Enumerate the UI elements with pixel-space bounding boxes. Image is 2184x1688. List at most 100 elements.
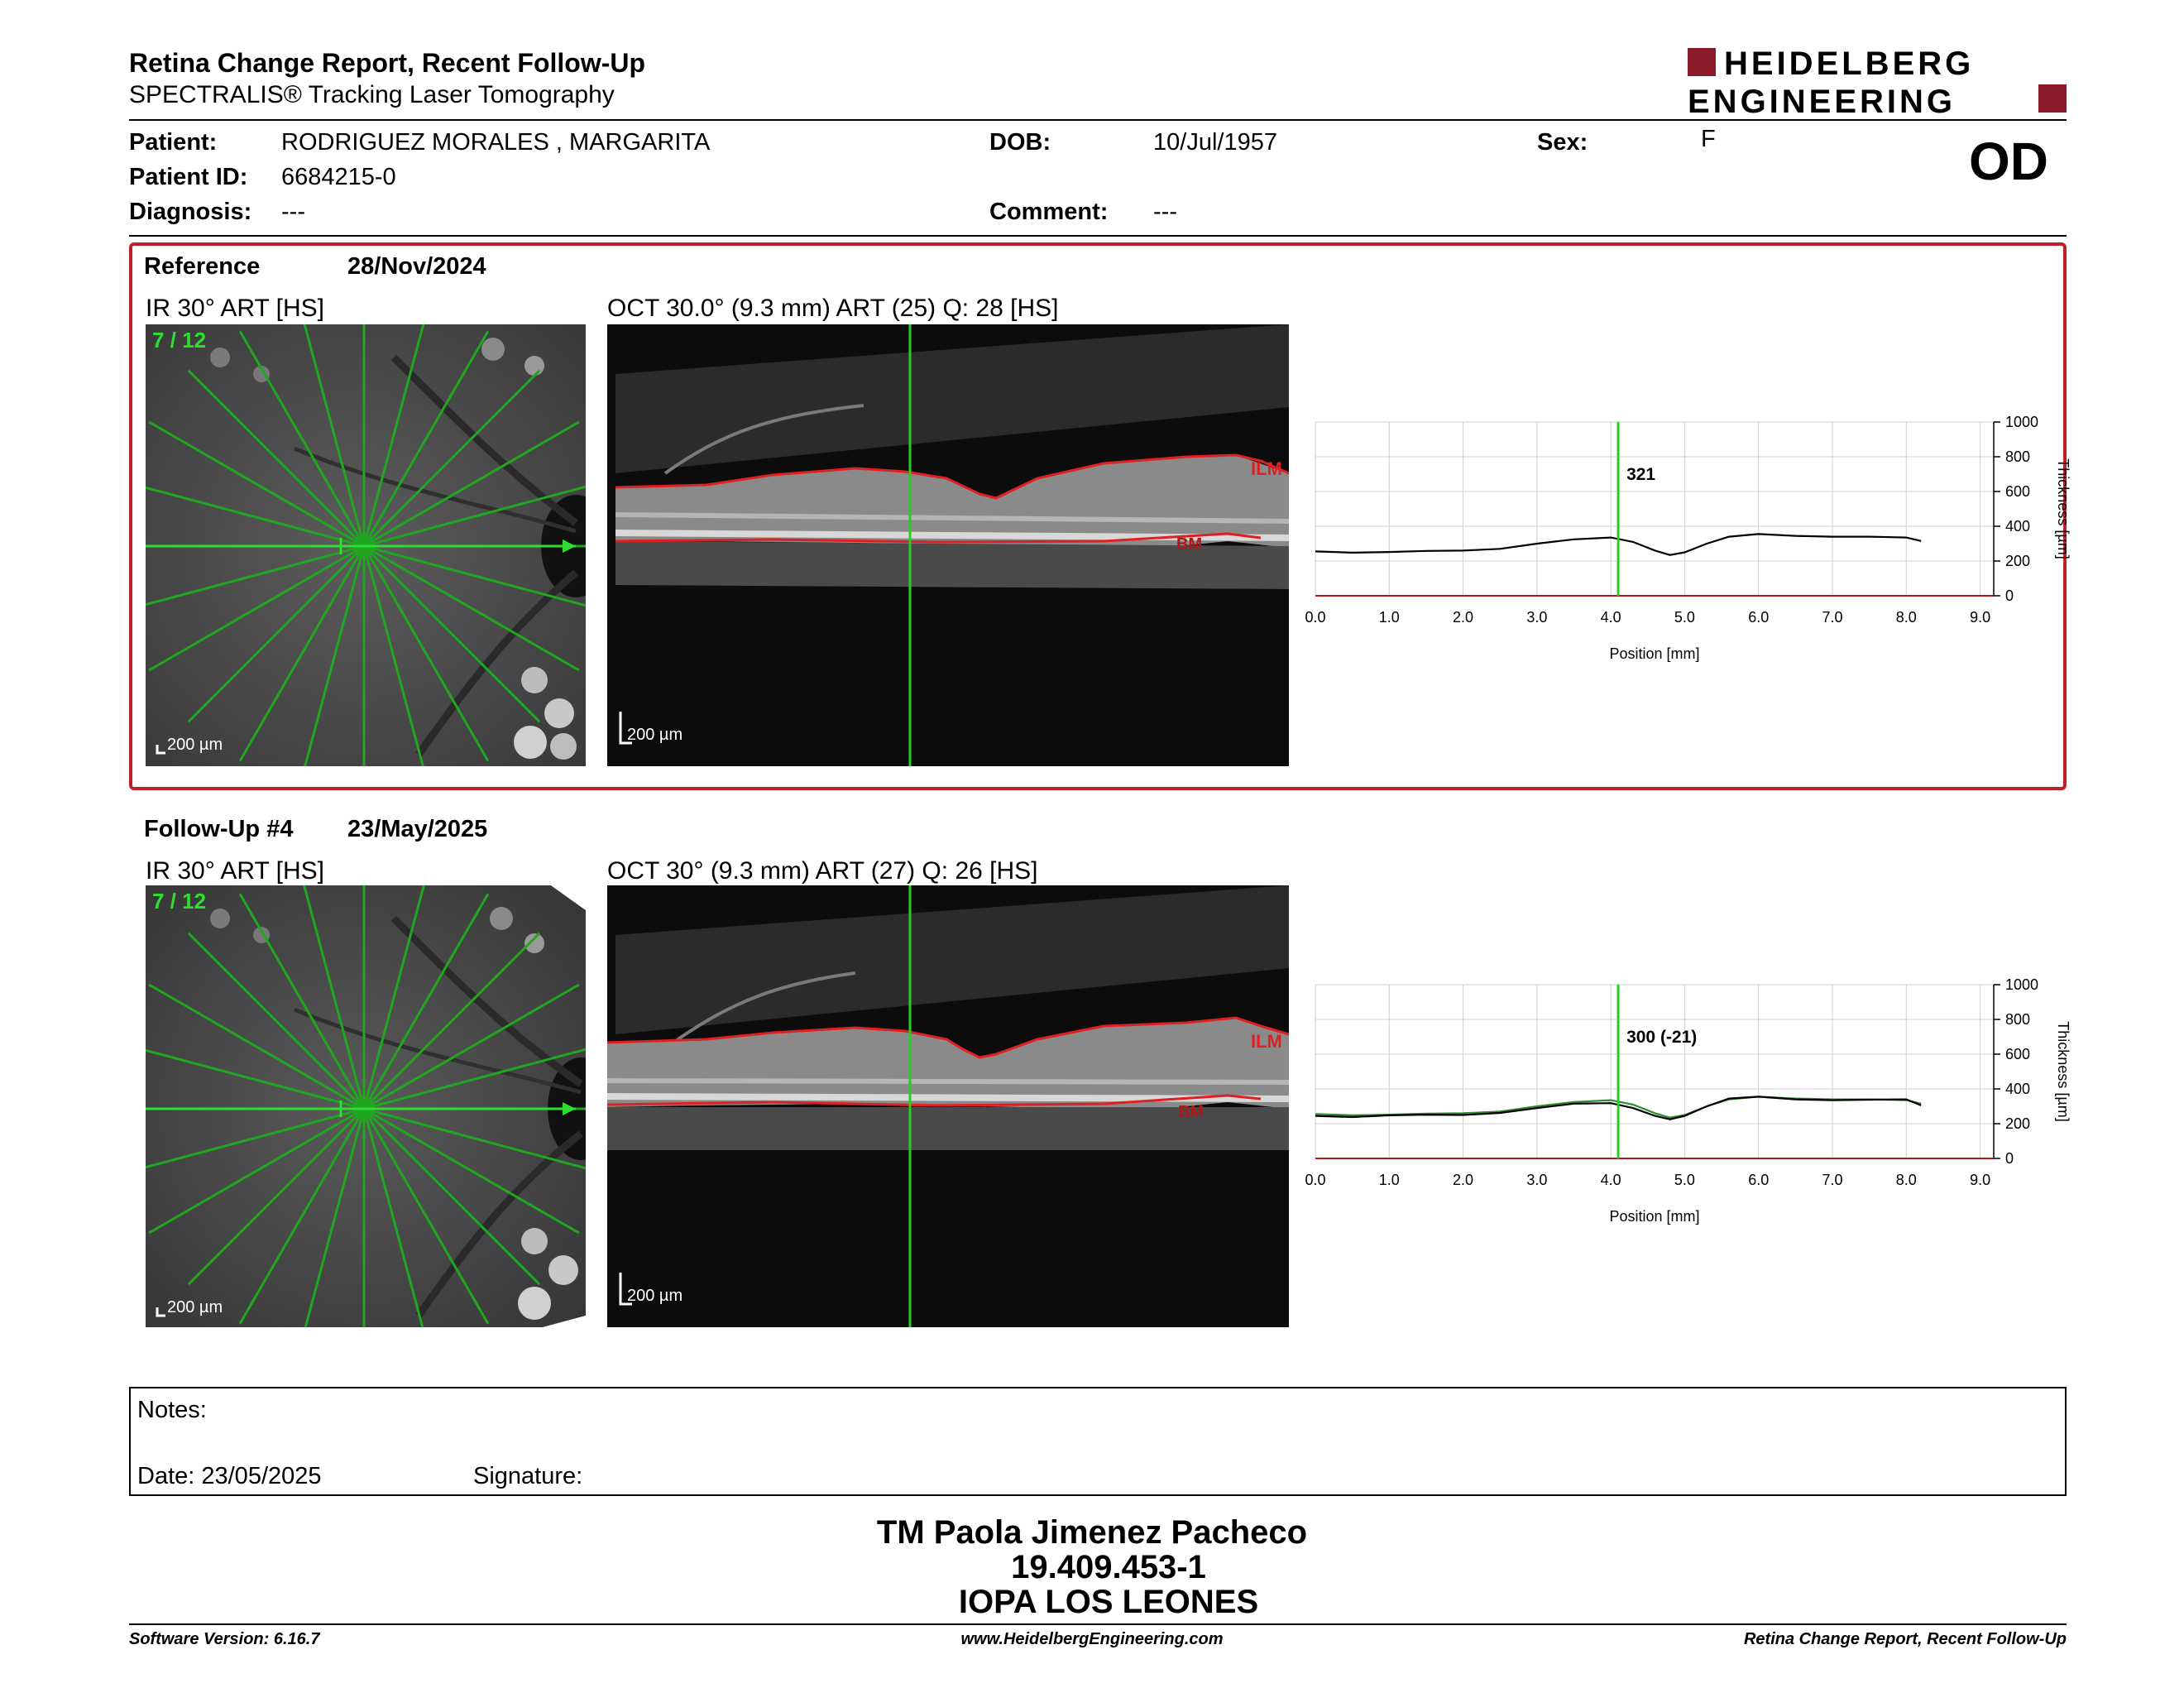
x-tick-label: 4.0: [1601, 609, 1621, 626]
scan-line: [148, 544, 365, 672]
eye-indicator: OD: [1969, 132, 2048, 191]
reference-label: Reference: [144, 253, 261, 280]
scan-line: [148, 420, 365, 548]
y-tick-label: 400: [2005, 1081, 2030, 1097]
website-link[interactable]: www.HeidelbergEngineering.com: [960, 1630, 1224, 1648]
y-axis-label: Thickness [µm]: [2055, 1021, 2071, 1121]
scan-line: [303, 324, 366, 547]
reference-ir-scale: 200 µm: [167, 736, 223, 754]
x-tick-label: 2.0: [1453, 609, 1473, 626]
x-tick-label: 0.0: [1305, 609, 1325, 626]
reference-thickness-chart[interactable]: 0.0 1.0 2.0 3.0 4.0 5.0 6.0 7.0 8.0 9.0 0 200 400 600…: [1299, 405, 2076, 679]
x-tick-label: 3.0: [1526, 609, 1547, 626]
x-tick-label: 1.0: [1379, 609, 1400, 626]
scan-line: [363, 1107, 580, 1235]
scan-line: [362, 1108, 424, 1327]
scan-line: [362, 545, 424, 766]
scan-line: [363, 1048, 586, 1110]
signer-name: TM Paola Jimenez Pacheco: [876, 1514, 1308, 1551]
x-tick-label: 6.0: [1748, 1172, 1769, 1188]
scan-line: [238, 893, 366, 1110]
sex-label: Sex:: [1537, 129, 1588, 156]
x-tick-label: 5.0: [1674, 1172, 1695, 1188]
svg-text:ENGINEERING: ENGINEERING: [1688, 84, 1956, 116]
scan-line: [363, 983, 580, 1110]
scan-line: [304, 1108, 366, 1327]
scan-line: [187, 369, 366, 548]
diagnosis-label: Diagnosis:: [129, 199, 252, 225]
x-axis-label: Position [mm]: [1609, 645, 1699, 662]
y-tick-label: 200: [2005, 553, 2030, 569]
series-line: [1315, 1096, 1922, 1120]
followup-ir-title: IR 30° ART [HS]: [146, 857, 324, 885]
scan-line: [146, 544, 365, 607]
comment-label: Comment:: [989, 199, 1109, 225]
scan-line: [304, 545, 366, 766]
signature-label: Signature:: [473, 1463, 583, 1489]
reference-ir-image[interactable]: 7 / 12 200 µm: [146, 324, 586, 766]
signer-id: 19.409.453-1: [1011, 1549, 1206, 1585]
x-tick-label: 9.0: [1970, 609, 1990, 626]
signer-org: IOPA LOS LEONES: [958, 1584, 1259, 1620]
scan-line: [362, 545, 490, 762]
series-line: [1315, 533, 1922, 556]
notes-label: Notes:: [137, 1397, 207, 1423]
patient-id: 6684215-0: [281, 164, 396, 190]
reference-frame: [129, 242, 2067, 790]
scan-line: [362, 893, 490, 1110]
patient-id-label: Patient ID:: [129, 164, 248, 190]
x-tick-label: 7.0: [1822, 609, 1843, 626]
scan-line: [146, 1048, 365, 1110]
scan-line: [362, 324, 425, 547]
notes-box[interactable]: Notes: Date: 23/05/2025 Signature:: [129, 1387, 2067, 1496]
scan-line: [187, 932, 366, 1110]
scan-line: [303, 885, 366, 1110]
scan-line: [362, 330, 490, 547]
comment-value: ---: [1153, 199, 1177, 225]
scan-line: [363, 485, 586, 548]
scan-line: [238, 330, 366, 547]
x-tick-label: 3.0: [1526, 1172, 1547, 1188]
patient-name: RODRIGUEZ MORALES , MARGARITA: [281, 129, 711, 156]
scan-line: [363, 420, 580, 548]
footer-report-name: Retina Change Report, Recent Follow-Up: [1743, 1630, 2067, 1648]
x-tick-label: 4.0: [1601, 1172, 1621, 1188]
followup-oct-scale: 200 µm: [627, 1287, 682, 1305]
x-tick-label: 5.0: [1674, 609, 1695, 626]
scan-line: [146, 486, 365, 548]
scan-line: [187, 544, 366, 723]
followup-ir-scale: 200 µm: [167, 1298, 223, 1316]
scan-line: [363, 544, 586, 607]
cursor-value-label: 321: [1626, 465, 1655, 484]
reference-oct-scale: 200 µm: [627, 726, 682, 744]
x-tick-label: 8.0: [1896, 1172, 1917, 1188]
x-tick-label: 2.0: [1453, 1172, 1473, 1188]
reference-oct-title: OCT 30.0° (9.3 mm) ART (25) Q: 28 [HS]: [607, 295, 1059, 322]
scan-line: [148, 983, 365, 1110]
followup-oct-image[interactable]: ILM BM 200 µm: [607, 885, 1289, 1327]
followup-thickness-chart[interactable]: 0.0 1.0 2.0 3.0 4.0 5.0 6.0 7.0 8.0 9.0 0 200 400 600…: [1299, 968, 2076, 1241]
followup-bm-label: BM: [1178, 1103, 1204, 1121]
followup-oct-title: OCT 30° (9.3 mm) ART (27) Q: 26 [HS]: [607, 857, 1038, 885]
reference-oct-image[interactable]: ILM BM 200 µm: [607, 324, 1289, 766]
x-tick-label: 1.0: [1379, 1172, 1400, 1188]
followup-date: 23/May/2025: [347, 816, 488, 842]
heidelberg-logo: HEIDELBERG ENGINEERING: [1688, 46, 2067, 116]
x-tick-label: 6.0: [1748, 609, 1769, 626]
report-title: Retina Change Report, Recent Follow-Up: [129, 48, 646, 78]
x-tick-label: 7.0: [1822, 1172, 1843, 1188]
followup-ir-counter: 7 / 12: [152, 889, 206, 914]
diagnosis-value: ---: [281, 199, 305, 225]
dob-value: 10/Jul/1957: [1153, 129, 1277, 156]
reference-ir-counter: 7 / 12: [152, 328, 206, 352]
scan-line: [187, 1107, 366, 1286]
dob-label: DOB:: [989, 129, 1051, 156]
followup-ir-image[interactable]: 7 / 12 200 µm: [146, 885, 586, 1327]
y-tick-label: 200: [2005, 1115, 2030, 1132]
y-tick-label: 0: [2005, 1150, 2014, 1167]
followup-label: Follow-Up #4: [144, 816, 294, 842]
reference-bm-label: BM: [1176, 535, 1202, 554]
patient-label: Patient:: [129, 129, 218, 156]
y-tick-label: 1000: [2005, 414, 2038, 430]
scan-line: [363, 544, 580, 672]
